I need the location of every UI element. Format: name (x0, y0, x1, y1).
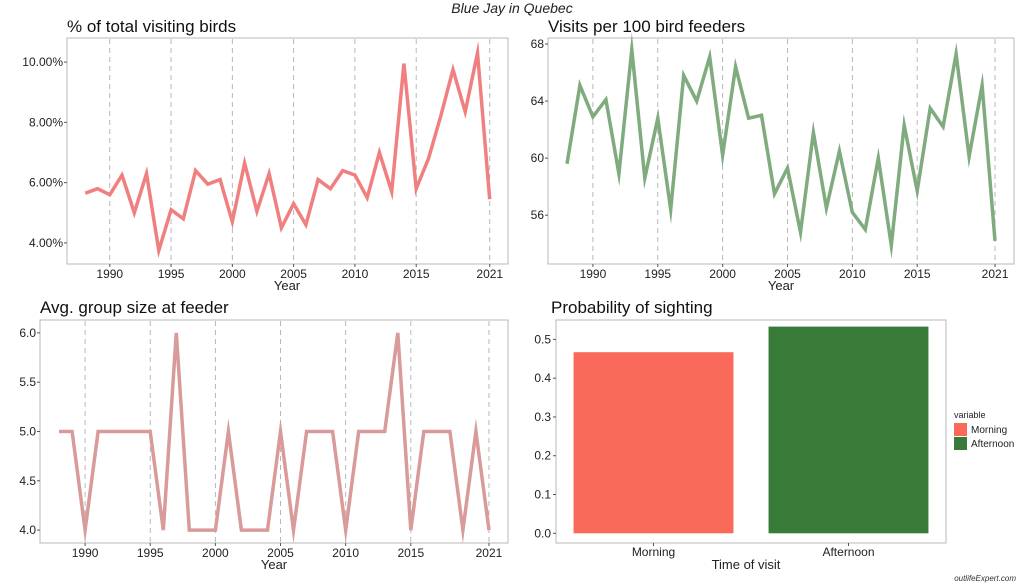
x-tick-label-2015: 2015 (397, 546, 424, 560)
legend-label-afternoon: Afternoon (971, 439, 1014, 450)
y-tick-label-0: 4.0 (19, 523, 36, 537)
x-tick-label-2021: 2021 (476, 546, 503, 560)
plot-area-visits-per-feeder: 1990 1995 2000 2005 2010 2015 2021 56 60 64 68 (531, 32, 1009, 281)
y-tick-label-1: 0.1 (534, 488, 551, 502)
plot-area-percent-visiting: 1990 1995 2000 2005 2010 2015 2021 4.00% 6.00% 8.… (22, 39, 503, 281)
x-axis-title-percent-visiting: Year (274, 278, 301, 293)
legend-swatch-afternoon (954, 437, 967, 450)
panel-group-size: Avg. group size at feeder 1990 1995 2000 20… (19, 298, 509, 572)
x-tick-label-2005: 2005 (267, 546, 294, 560)
y-tick-label-1: 4.5 (19, 474, 36, 488)
x-tick-label-morning: Morning (632, 545, 675, 559)
x-tick-label-1995: 1995 (644, 267, 671, 281)
legend-label-morning: Morning (971, 425, 1007, 436)
x-tick-label-afternoon: Afternoon (822, 545, 874, 559)
legend: variable Morning Afternoon (954, 410, 1014, 450)
x-tick-label-2015: 2015 (904, 267, 931, 281)
x-tick-label-2000: 2000 (219, 267, 246, 281)
x-tick-label-2010: 2010 (332, 546, 359, 560)
legend-title: variable (954, 410, 986, 420)
figure-title: Blue Jay in Quebec (451, 0, 572, 16)
x-tick-label-1995: 1995 (137, 546, 164, 560)
x-tick-label-2010: 2010 (839, 267, 866, 281)
x-axis-title-visits-per-feeder: Year (768, 278, 795, 293)
x-tick-label-1990: 1990 (580, 267, 607, 281)
plot-frame-probability-sighting (555, 319, 947, 544)
series-line-group-size (59, 332, 491, 544)
y-tick-label-3: 68 (531, 37, 545, 51)
y-tick-label-5: 0.5 (534, 332, 551, 346)
x-axis-title-group-size: Year (261, 557, 288, 572)
plot-frame-visits-per-feeder (547, 37, 1015, 265)
bar-afternoon (768, 326, 929, 534)
y-tick-label-3: 10.00% (22, 55, 63, 69)
panel-percent-visiting: % of total visiting birds 1990 1995 2000 20… (22, 17, 509, 293)
panel-title-group-size: Avg. group size at feeder (40, 298, 229, 317)
watermark: outlifeExpert.com (954, 574, 1016, 583)
x-tick-label-2021: 2021 (476, 267, 503, 281)
series-line-visits-per-feeder (565, 32, 997, 259)
x-tick-label-1995: 1995 (158, 267, 185, 281)
y-tick-label-2: 0.2 (534, 449, 551, 463)
bar-morning (573, 352, 734, 534)
y-tick-label-4: 6.0 (19, 326, 36, 340)
y-tick-label-3: 0.3 (534, 410, 551, 424)
panel-title-visits-per-feeder: Visits per 100 bird feeders (548, 17, 745, 36)
legend-swatch-morning (954, 423, 967, 436)
y-tick-label-1: 60 (531, 151, 545, 165)
x-tick-label-2000: 2000 (709, 267, 736, 281)
y-tick-label-2: 64 (531, 94, 545, 108)
x-tick-label-2010: 2010 (342, 267, 369, 281)
x-axis-title-probability-sighting: Time of visit (712, 557, 781, 572)
x-tick-label-2005: 2005 (774, 267, 801, 281)
x-tick-label-2000: 2000 (202, 546, 229, 560)
series-line-percent-visiting (84, 40, 492, 259)
x-tick-label-1990: 1990 (72, 546, 99, 560)
panel-probability-sighting: Probability of sighting 0.00.10.20.30.40… (534, 298, 947, 572)
x-tick-label-2021: 2021 (982, 267, 1009, 281)
y-tick-label-4: 0.4 (534, 371, 551, 385)
y-tick-label-2: 5.0 (19, 425, 36, 439)
y-tick-label-2: 8.00% (29, 115, 63, 129)
x-tick-label-2015: 2015 (403, 267, 430, 281)
y-tick-label-3: 5.5 (19, 375, 36, 389)
plot-area-probability-sighting: 0.0 0.1 0.2 0.3 0.4 0.5 Morning Afternoon (534, 326, 929, 559)
x-tick-label-1990: 1990 (96, 267, 123, 281)
x-tick-label-2005: 2005 (280, 267, 307, 281)
y-tick-label-0: 4.00% (29, 236, 63, 250)
panel-title-probability-sighting: Probability of sighting (551, 298, 713, 317)
y-tick-label-1: 6.00% (29, 176, 63, 190)
y-tick-label-0: 0.0 (534, 526, 551, 540)
plot-frame-percent-visiting (66, 37, 509, 265)
panel-visits-per-feeder: Visits per 100 bird feeders 1990 1995 2000… (531, 17, 1015, 293)
plot-area-group-size: 1990 1995 2000 2005 2010 2015 2021 4.0 4.5 5.0 5.5… (19, 321, 503, 560)
y-tick-label-0: 56 (531, 208, 545, 222)
panel-title-percent-visiting: % of total visiting birds (67, 17, 236, 36)
